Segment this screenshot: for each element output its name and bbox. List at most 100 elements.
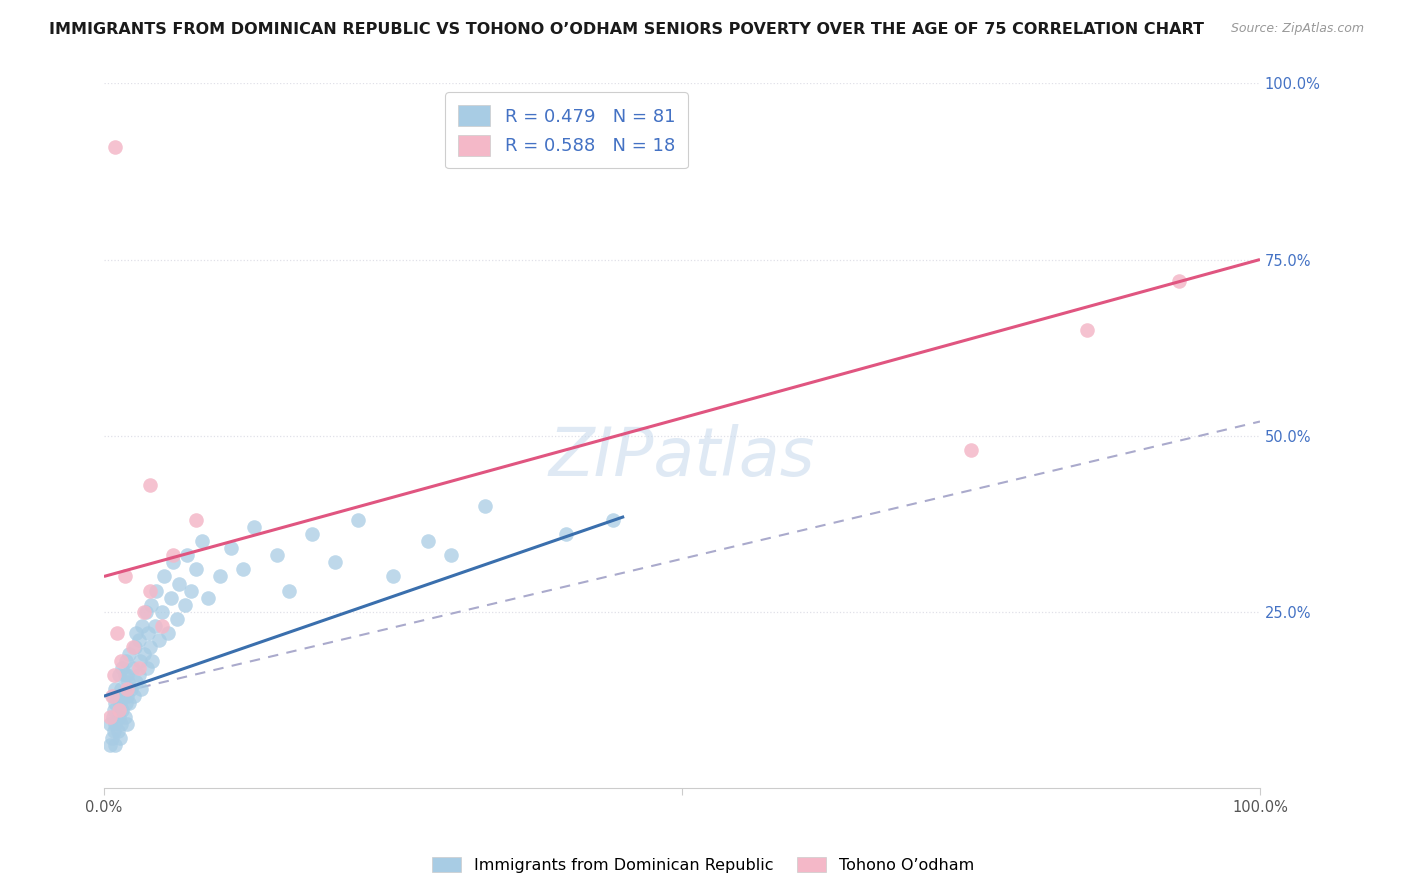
Point [115, 668, 138, 682]
Point [103, 724, 125, 739]
Point [111, 661, 134, 675]
Text: ZIPatlas: ZIPatlas [548, 424, 815, 490]
Point [121, 661, 143, 675]
Point [143, 619, 166, 633]
Point [416, 534, 439, 549]
Point [124, 640, 146, 654]
Point [1168, 274, 1191, 288]
Point [115, 696, 138, 710]
Point [176, 549, 198, 563]
Point [128, 661, 150, 675]
Point [110, 654, 132, 668]
Point [135, 605, 157, 619]
Point [153, 569, 176, 583]
Point [104, 717, 127, 731]
Point [125, 625, 148, 640]
Point [128, 632, 150, 647]
Point [101, 689, 124, 703]
Point [120, 682, 142, 697]
Point [960, 442, 983, 457]
Point [125, 675, 148, 690]
Point [150, 605, 173, 619]
Point [104, 696, 127, 710]
Point [139, 640, 162, 654]
Point [166, 612, 188, 626]
Point [197, 591, 219, 605]
Point [110, 717, 132, 731]
Point [104, 682, 127, 697]
Point [107, 724, 129, 739]
Point [112, 689, 135, 703]
Point [107, 689, 129, 703]
Point [219, 541, 242, 556]
Point [103, 703, 125, 717]
Point [98, 717, 121, 731]
Point [110, 682, 132, 697]
Point [186, 513, 208, 527]
Point [129, 682, 152, 697]
Point [114, 710, 136, 724]
Point [323, 555, 346, 569]
Point [114, 569, 136, 583]
Point [1076, 323, 1098, 337]
Point [114, 668, 136, 682]
Point [118, 696, 141, 710]
Point [108, 668, 131, 682]
Point [555, 527, 578, 541]
Point [141, 598, 163, 612]
Point [103, 668, 125, 682]
Point [145, 583, 167, 598]
Point [208, 569, 231, 583]
Point [191, 534, 214, 549]
Point [108, 703, 131, 717]
Point [141, 654, 163, 668]
Point [160, 591, 183, 605]
Point [108, 710, 131, 724]
Point [277, 583, 299, 598]
Point [301, 527, 323, 541]
Point [134, 605, 156, 619]
Point [347, 513, 370, 527]
Point [266, 549, 288, 563]
Point [115, 654, 138, 668]
Point [139, 478, 162, 492]
Point [118, 647, 141, 661]
Point [148, 632, 170, 647]
Point [128, 654, 150, 668]
Point [162, 555, 184, 569]
Point [98, 710, 121, 724]
Point [139, 583, 162, 598]
Point [381, 569, 404, 583]
Point [108, 696, 131, 710]
Point [101, 731, 124, 746]
Point [101, 689, 124, 703]
Point [162, 549, 184, 563]
Point [131, 619, 153, 633]
Text: IMMIGRANTS FROM DOMINICAN REPUBLIC VS TOHONO O’ODHAM SENIORS POVERTY OVER THE AG: IMMIGRANTS FROM DOMINICAN REPUBLIC VS TO… [49, 22, 1204, 37]
Point [232, 562, 254, 576]
Point [134, 647, 156, 661]
Point [243, 520, 266, 534]
Point [98, 739, 121, 753]
Point [101, 710, 124, 724]
Point [135, 661, 157, 675]
Point [156, 625, 179, 640]
Point [105, 625, 128, 640]
Point [111, 703, 134, 717]
Point [440, 549, 463, 563]
Point [115, 682, 138, 697]
Point [186, 562, 208, 576]
Point [115, 717, 138, 731]
Legend: R = 0.479   N = 81, R = 0.588   N = 18: R = 0.479 N = 81, R = 0.588 N = 18 [444, 93, 688, 169]
Point [173, 598, 195, 612]
Point [180, 583, 202, 598]
Legend: Immigrants from Dominican Republic, Tohono O’odham: Immigrants from Dominican Republic, Toho… [426, 851, 980, 880]
Point [121, 640, 143, 654]
Point [474, 499, 496, 513]
Point [115, 689, 138, 703]
Text: Source: ZipAtlas.com: Source: ZipAtlas.com [1230, 22, 1364, 36]
Point [128, 668, 150, 682]
Point [104, 739, 127, 753]
Point [117, 675, 139, 690]
Point [167, 576, 190, 591]
